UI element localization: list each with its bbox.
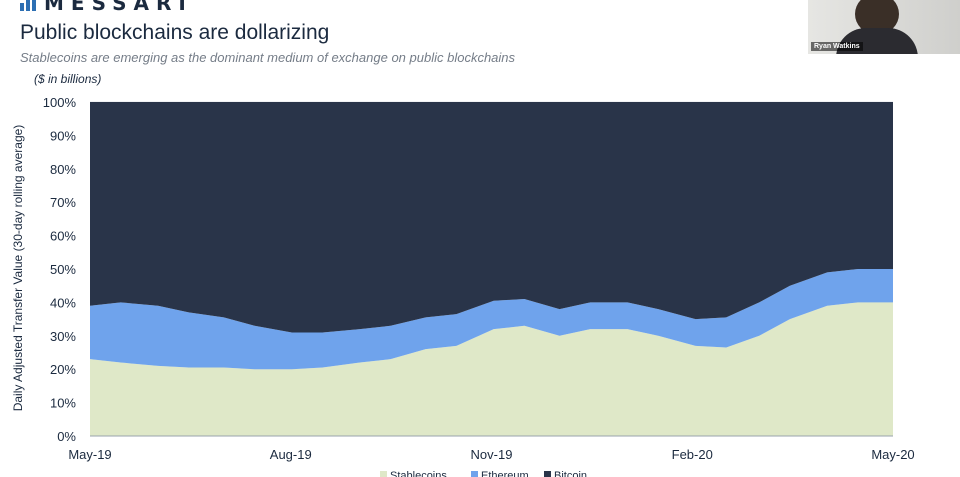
legend-label-ethereum: Ethereum (481, 470, 529, 477)
y-tick-label: 70% (50, 195, 76, 210)
legend-swatch-ethereum (471, 471, 478, 477)
y-tick-label: 60% (50, 229, 76, 244)
x-tick-label: May-19 (68, 447, 111, 462)
legend-label-stablecoins: Stablecoins (390, 470, 447, 477)
legend-label-bitcoin: Bitcoin (554, 470, 587, 477)
area-stablecoins (90, 302, 893, 436)
legend-swatch-bitcoin (544, 471, 551, 477)
y-axis-title: Daily Adjusted Transfer Value (30-day ro… (11, 125, 25, 412)
area-ethereum (90, 269, 893, 370)
participant-name-label: Ryan Watkins (811, 42, 863, 51)
y-tick-label: 90% (50, 128, 76, 143)
y-tick-label: 100% (43, 95, 77, 110)
legend-swatch-stablecoins (380, 471, 387, 477)
x-axis: May-19 Aug-19 Nov-19 Feb-20 May-20 (68, 435, 915, 462)
legend: Stablecoins Ethereum Bitcoin (380, 470, 587, 477)
logo-text: MESSARI (44, 0, 193, 15)
area-bitcoin (90, 102, 893, 333)
messari-logo-mark (20, 0, 36, 11)
area-series (90, 102, 893, 436)
slide-subtitle: Stablecoins are emerging as the dominant… (20, 50, 516, 65)
x-tick-label: Aug-19 (270, 447, 312, 462)
slide-title: Public blockchains are dollarizing (20, 21, 330, 44)
video-thumbnail[interactable]: Ryan Watkins (808, 0, 960, 54)
x-tick-label: Nov-19 (471, 447, 513, 462)
messari-logo: MESSARI (20, 0, 193, 15)
x-tick-label: Feb-20 (672, 447, 713, 462)
y-tick-label: 50% (50, 262, 76, 277)
unit-note: ($ in billions) (34, 72, 102, 86)
y-tick-label: 40% (50, 295, 76, 310)
y-axis: 0% 10% 20% 30% 40% 50% 60% 70% 80% 90% 100% (43, 95, 77, 444)
y-tick-label: 0% (57, 429, 76, 444)
y-tick-label: 30% (50, 329, 76, 344)
y-tick-label: 20% (50, 362, 76, 377)
x-tick-label: May-20 (871, 447, 914, 462)
y-tick-label: 80% (50, 162, 76, 177)
y-tick-label: 10% (50, 396, 76, 411)
